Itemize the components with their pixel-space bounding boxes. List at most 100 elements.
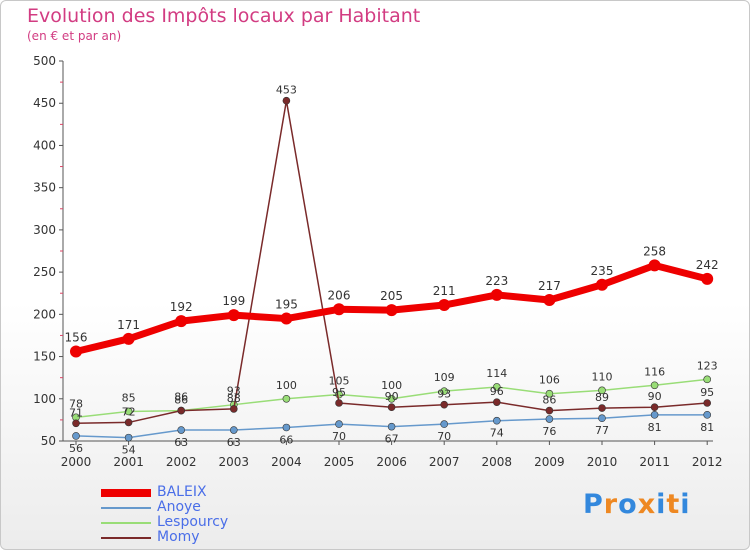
data-label-momy: 90 bbox=[648, 390, 662, 403]
data-label-lespourcy: 93 bbox=[227, 385, 241, 398]
data-label-baleix: 242 bbox=[696, 258, 719, 272]
data-label-momy: 453 bbox=[276, 84, 297, 97]
data-label-momy: 86 bbox=[174, 394, 188, 407]
point-momy bbox=[492, 398, 501, 406]
point-momy bbox=[387, 403, 396, 412]
data-label-momy: 95 bbox=[700, 386, 714, 399]
logo-letter: o bbox=[618, 489, 638, 520]
logo-letter: i bbox=[656, 489, 667, 520]
x-tick-label: 2005 bbox=[324, 455, 355, 469]
y-tick-label: 250 bbox=[33, 265, 56, 279]
data-label-anoye: 77 bbox=[595, 424, 609, 437]
point-lespourcy bbox=[598, 386, 606, 395]
y-tick-label: 150 bbox=[33, 350, 56, 364]
data-label-lespourcy: 110 bbox=[592, 370, 613, 383]
data-label-momy: 72 bbox=[122, 405, 136, 418]
x-tick-label: 2010 bbox=[587, 455, 618, 469]
point-baleix bbox=[227, 309, 240, 322]
point-baleix bbox=[122, 332, 135, 345]
point-lespourcy bbox=[703, 375, 712, 384]
data-label-baleix: 223 bbox=[485, 274, 508, 288]
legend-swatch bbox=[101, 507, 151, 509]
x-tick-label: 2002 bbox=[166, 455, 197, 469]
x-tick-label: 2003 bbox=[219, 455, 250, 469]
data-label-lespourcy: 100 bbox=[276, 379, 297, 392]
data-label-momy: 90 bbox=[385, 390, 399, 403]
data-label-lespourcy: 106 bbox=[539, 374, 560, 387]
point-anoye bbox=[335, 420, 343, 428]
point-baleix bbox=[596, 278, 608, 291]
x-tick-label: 2012 bbox=[692, 455, 723, 469]
point-momy bbox=[282, 96, 291, 105]
point-momy bbox=[650, 403, 659, 412]
data-label-baleix: 258 bbox=[643, 244, 666, 258]
point-lespourcy bbox=[282, 394, 291, 403]
x-tick-label: 2006 bbox=[376, 455, 407, 469]
legend-item-momy: Momy bbox=[101, 529, 301, 546]
point-lespourcy bbox=[440, 387, 449, 395]
point-lespourcy bbox=[650, 381, 659, 390]
point-anoye bbox=[440, 420, 449, 428]
data-label-baleix: 235 bbox=[591, 264, 614, 278]
data-label-momy: 96 bbox=[490, 385, 504, 398]
data-label-lespourcy: 116 bbox=[644, 365, 665, 378]
point-momy bbox=[124, 418, 133, 427]
x-tick-label: 2004 bbox=[271, 455, 302, 469]
x-tick-label: 2008 bbox=[482, 455, 513, 469]
legend-item-anoye: Anoye bbox=[101, 499, 301, 516]
data-label-baleix: 206 bbox=[328, 288, 351, 302]
point-baleix bbox=[70, 345, 82, 358]
data-label-lespourcy: 85 bbox=[122, 391, 136, 404]
data-label-lespourcy: 78 bbox=[69, 397, 83, 410]
legend-item-lespourcy: Lespourcy bbox=[101, 514, 301, 531]
y-tick-label: 50 bbox=[41, 434, 56, 448]
data-label-anoye: 63 bbox=[227, 436, 241, 449]
y-tick-label: 400 bbox=[33, 138, 56, 152]
data-label-lespourcy: 109 bbox=[434, 371, 455, 384]
legend-swatch bbox=[101, 537, 151, 539]
point-baleix bbox=[385, 304, 398, 317]
legend-label: Lespourcy bbox=[157, 514, 229, 530]
data-label-baleix: 171 bbox=[117, 318, 140, 332]
data-label-momy: 89 bbox=[595, 391, 609, 404]
y-tick-label: 100 bbox=[33, 392, 56, 406]
point-baleix bbox=[490, 288, 503, 301]
y-tick-label: 350 bbox=[33, 181, 56, 195]
point-momy bbox=[598, 404, 606, 412]
y-tick-label: 300 bbox=[33, 223, 56, 237]
point-momy bbox=[703, 399, 712, 407]
data-label-lespourcy: 100 bbox=[381, 379, 402, 392]
chart-title: Evolution des Impôts locaux par Habitant bbox=[27, 5, 421, 27]
logo-letter: x bbox=[637, 489, 657, 520]
point-anoye bbox=[282, 423, 291, 432]
point-anoye bbox=[492, 416, 501, 425]
point-anoye bbox=[545, 415, 554, 423]
data-label-momy: 88 bbox=[227, 392, 241, 405]
data-label-anoye: 67 bbox=[385, 433, 399, 446]
point-anoye bbox=[72, 432, 80, 440]
point-baleix bbox=[648, 259, 661, 272]
data-label-anoye: 81 bbox=[648, 421, 662, 434]
data-label-lespourcy: 86 bbox=[174, 391, 188, 404]
data-label-anoye: 70 bbox=[332, 430, 346, 443]
point-lespourcy bbox=[387, 394, 396, 403]
point-baleix bbox=[280, 312, 293, 325]
point-momy bbox=[545, 406, 554, 415]
y-tick-label: 450 bbox=[33, 96, 56, 110]
data-label-baleix: 217 bbox=[538, 279, 561, 293]
point-anoye bbox=[230, 426, 238, 434]
point-momy bbox=[230, 405, 238, 413]
point-anoye bbox=[650, 411, 659, 419]
point-momy bbox=[177, 406, 185, 415]
point-baleix bbox=[438, 299, 451, 312]
data-label-anoye: 70 bbox=[437, 430, 451, 443]
logo-letter: t bbox=[666, 489, 681, 520]
y-tick-label: 200 bbox=[33, 307, 56, 321]
x-tick-label: 2000 bbox=[61, 455, 92, 469]
point-baleix bbox=[543, 293, 556, 306]
logo-letter: P bbox=[583, 489, 604, 520]
data-label-momy: 93 bbox=[437, 388, 451, 401]
data-label-anoye: 76 bbox=[542, 425, 556, 438]
legend-swatch bbox=[101, 489, 151, 497]
